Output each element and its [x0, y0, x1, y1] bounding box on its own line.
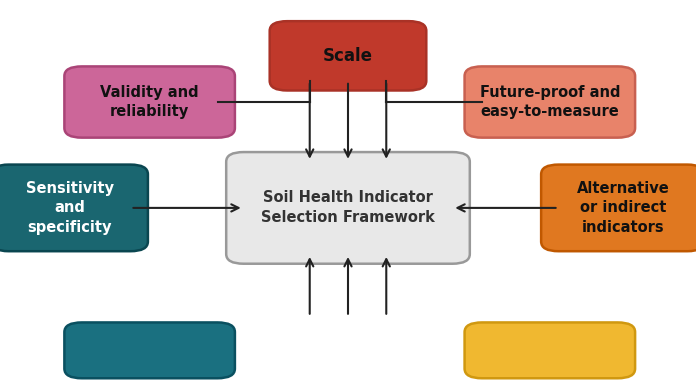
FancyBboxPatch shape [64, 67, 235, 138]
Text: Validity and
reliability: Validity and reliability [100, 85, 199, 119]
FancyBboxPatch shape [465, 323, 635, 378]
Text: Soil Health Indicator
Selection Framework: Soil Health Indicator Selection Framewor… [261, 191, 435, 225]
FancyBboxPatch shape [0, 165, 148, 251]
Text: Sensitivity
and
specificity: Sensitivity and specificity [26, 181, 113, 235]
Text: Scale: Scale [323, 47, 373, 65]
Text: Alternative
or indirect
indicators: Alternative or indirect indicators [576, 181, 670, 235]
FancyBboxPatch shape [226, 152, 470, 264]
FancyBboxPatch shape [541, 165, 696, 251]
Text: Future-proof and
easy-to-measure: Future-proof and easy-to-measure [480, 85, 620, 119]
FancyBboxPatch shape [269, 21, 426, 90]
FancyBboxPatch shape [64, 323, 235, 378]
FancyBboxPatch shape [465, 67, 635, 138]
